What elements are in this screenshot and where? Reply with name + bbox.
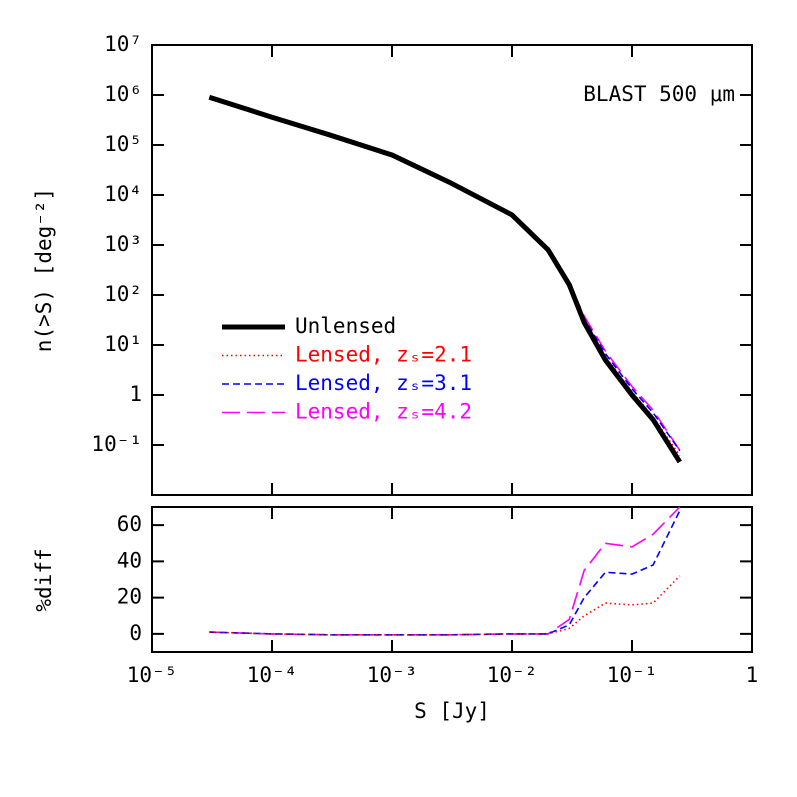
series-line [209,96,681,452]
legend-label: Unlensed [295,314,396,338]
x-tick-label: 10⁻³ [367,663,418,687]
series-line [209,96,681,451]
y-axis-label: n(>S) [deg⁻²] [32,188,56,352]
y-tick-label: 10⁵ [104,132,142,156]
legend-label: Lensed, zₛ=2.1 [295,343,472,367]
y-tick-label: 10⁷ [104,32,142,56]
series-line [209,506,681,636]
y-tick-label: 0 [129,621,142,645]
y-tick-label: 10¹ [104,332,142,356]
x-tick-label: 1 [746,663,759,687]
y-tick-label: 10³ [104,232,142,256]
legend-label: Lensed, zₛ=4.2 [295,400,472,424]
x-tick-label: 10⁻⁴ [247,663,298,687]
y-axis-label: %diff [32,548,56,611]
y-tick-label: 60 [117,512,142,536]
y-tick-label: 1 [129,382,142,406]
series-line [209,575,681,636]
y-tick-label: 20 [117,585,142,609]
series-line [208,94,682,464]
y-tick-label: 10² [104,282,142,306]
plot-frame [151,506,753,653]
y-tick-label: 10⁻¹ [91,432,142,456]
x-tick-label: 10⁻² [487,663,538,687]
x-tick-label: 10⁻¹ [607,663,658,687]
annotation: BLAST 500 μm [583,82,735,106]
y-tick-label: 10⁶ [104,82,142,106]
x-tick-label: 10⁻⁵ [127,663,178,687]
y-tick-label: 10⁴ [104,182,142,206]
plot-frame [151,44,753,496]
y-tick-label: 40 [117,548,142,572]
x-axis-label: S [Jy] [414,699,490,723]
series-line [209,510,681,636]
legend-label: Lensed, zₛ=3.1 [295,371,472,395]
